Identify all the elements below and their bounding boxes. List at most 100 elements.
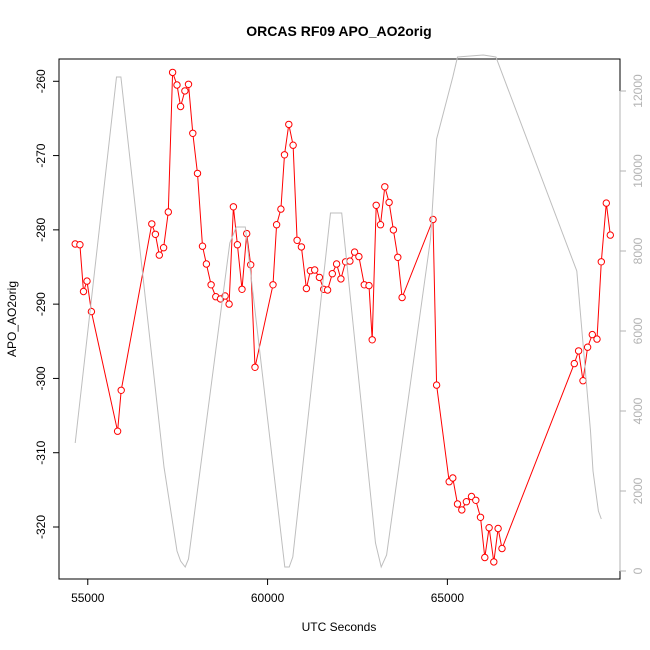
- series-0-point: [198, 242, 207, 250]
- y2-tick-label: 10000: [631, 154, 645, 188]
- series-0-point: [381, 183, 389, 191]
- y2-tick-label: 12000: [631, 74, 645, 108]
- series-0-point: [159, 244, 168, 252]
- series-0-point: [579, 377, 587, 385]
- series-0-point: [233, 241, 242, 249]
- series-layer: [71, 54, 614, 569]
- series-0-point: [337, 275, 345, 283]
- series-0-point: [225, 300, 233, 308]
- y-tick-label: -270: [34, 143, 48, 167]
- series-0-point: [277, 205, 285, 213]
- y2-tick-label: 8000: [631, 237, 645, 264]
- series-0-point: [453, 500, 462, 508]
- series-0-point: [588, 330, 596, 339]
- series-0-point: [449, 474, 457, 482]
- series-0-point: [311, 266, 319, 274]
- series-0-point: [113, 427, 122, 435]
- series-0-point: [350, 248, 359, 256]
- series-0-point: [164, 208, 173, 216]
- series-0-point: [173, 81, 181, 89]
- x-axis-label: UTC Seconds: [302, 620, 377, 634]
- series-0-point: [429, 215, 437, 224]
- series-0-point: [472, 496, 480, 504]
- series-0-point: [462, 498, 471, 506]
- series-0-point: [151, 230, 160, 239]
- series-0-point: [117, 386, 125, 394]
- series-0-point: [368, 336, 376, 344]
- series-0-point: [285, 120, 293, 129]
- series-0-point: [76, 241, 84, 249]
- series-0-point: [355, 252, 363, 261]
- y2-tick-label: 6000: [631, 317, 645, 344]
- x-axis: 55000 60000 65000: [71, 578, 465, 605]
- series-0-point: [280, 151, 289, 159]
- series-0-point: [83, 277, 91, 285]
- series-0-point: [207, 281, 215, 289]
- series-0-point: [238, 285, 246, 293]
- series-0-point: [376, 221, 385, 229]
- series-0-point: [389, 226, 398, 234]
- series-0-point: [365, 281, 373, 290]
- series-0-point: [272, 221, 281, 229]
- series-0-point: [458, 506, 466, 514]
- y-tick-label: -310: [34, 440, 48, 464]
- series-0-point: [583, 343, 592, 351]
- series-0-point: [570, 359, 578, 368]
- x-tick-label: 55000: [71, 591, 105, 605]
- series-0-point: [176, 102, 185, 111]
- y-tick-label: -260: [34, 69, 48, 93]
- y2-tick-label: 0: [631, 567, 645, 574]
- series-0-point: [297, 243, 306, 251]
- chart-title: ORCAS RF09 APO_AO2orig: [246, 23, 431, 39]
- series-0-point: [184, 80, 193, 89]
- series-1-line: [74, 54, 602, 569]
- series-0-point: [251, 363, 259, 371]
- x-tick-label: 60000: [251, 591, 285, 605]
- x-tick-label: 65000: [431, 591, 465, 605]
- series-0-point: [394, 253, 402, 261]
- series-0-point: [202, 260, 211, 268]
- y-tick-label: -280: [34, 218, 48, 242]
- series-0-point: [148, 220, 156, 228]
- series-0-point: [574, 347, 583, 355]
- series-0-point: [79, 287, 88, 296]
- series-0-point: [269, 281, 277, 289]
- series-0-point: [289, 141, 297, 149]
- series-0-point: [498, 544, 506, 553]
- y-axis-right: 0 2000 4000 6000 8000 10000 12000: [619, 74, 645, 574]
- series-0-point: [323, 286, 332, 294]
- series-0-point: [193, 169, 202, 178]
- series-0-point: [398, 293, 406, 302]
- series-0-point: [593, 335, 601, 343]
- series-0-point: [606, 231, 614, 239]
- series-0-point: [332, 260, 341, 268]
- series-0-point: [602, 199, 610, 207]
- series-0-point: [432, 381, 441, 389]
- series-0-point: [229, 203, 238, 211]
- series-0-point: [181, 87, 189, 95]
- y-tick-label: -320: [34, 515, 48, 539]
- series-0-point: [385, 198, 393, 207]
- series-0-point: [481, 553, 489, 562]
- series-0-point: [315, 273, 324, 282]
- series-0-point: [247, 261, 255, 269]
- series-0-point: [168, 68, 177, 77]
- series-0-point: [485, 524, 493, 532]
- series-0-point: [155, 251, 164, 259]
- y2-tick-label: 4000: [631, 397, 645, 424]
- series-0-point: [87, 307, 96, 316]
- series-0-point: [490, 558, 498, 566]
- y-axis-left: -320 -310 -300 -290 -280 -270 -260: [34, 69, 60, 539]
- y-tick-label: -290: [34, 292, 48, 316]
- series-0-point: [293, 236, 301, 245]
- series-0-point: [346, 257, 354, 265]
- series-0-point: [476, 513, 485, 521]
- series-0-point: [597, 258, 605, 266]
- y-axis-label: APO_AO2orig: [5, 281, 19, 357]
- series-0-point: [189, 129, 197, 138]
- series-0-point: [302, 284, 311, 293]
- y-tick-label: -300: [34, 366, 48, 390]
- series-0-point: [494, 524, 502, 533]
